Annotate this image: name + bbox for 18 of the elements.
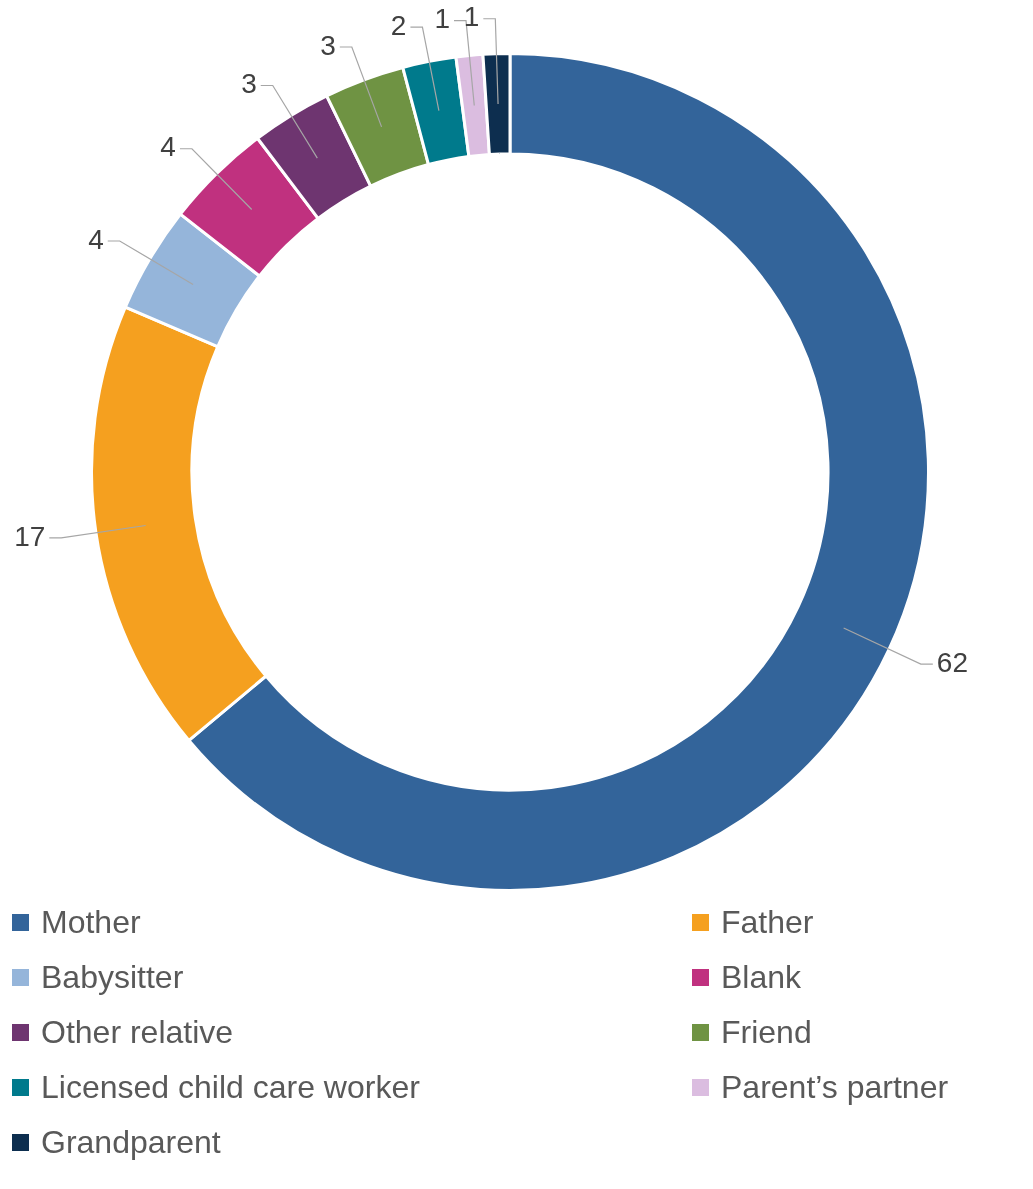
data-label: 1	[434, 3, 451, 35]
legend-label: Grandparent	[41, 1124, 221, 1161]
legend-label: Licensed child care worker	[41, 1069, 420, 1106]
data-label: 4	[160, 131, 176, 163]
legend-label: Blank	[721, 959, 802, 996]
legend-label: Friend	[721, 1014, 812, 1051]
legend-label: Father	[721, 904, 814, 941]
legend-label: Babysitter	[41, 959, 184, 996]
legend-label: Mother	[41, 904, 141, 941]
data-label: 62	[936, 646, 968, 678]
data-label: 3	[241, 68, 257, 100]
data-label: 2	[390, 9, 407, 41]
data-label: 4	[88, 223, 104, 255]
data-label: 17	[14, 520, 46, 552]
data-label: 1	[463, 1, 480, 33]
legend-label: Parent’s partner	[721, 1069, 949, 1106]
legend-label: Other relative	[41, 1014, 234, 1051]
data-label: 3	[320, 29, 336, 61]
